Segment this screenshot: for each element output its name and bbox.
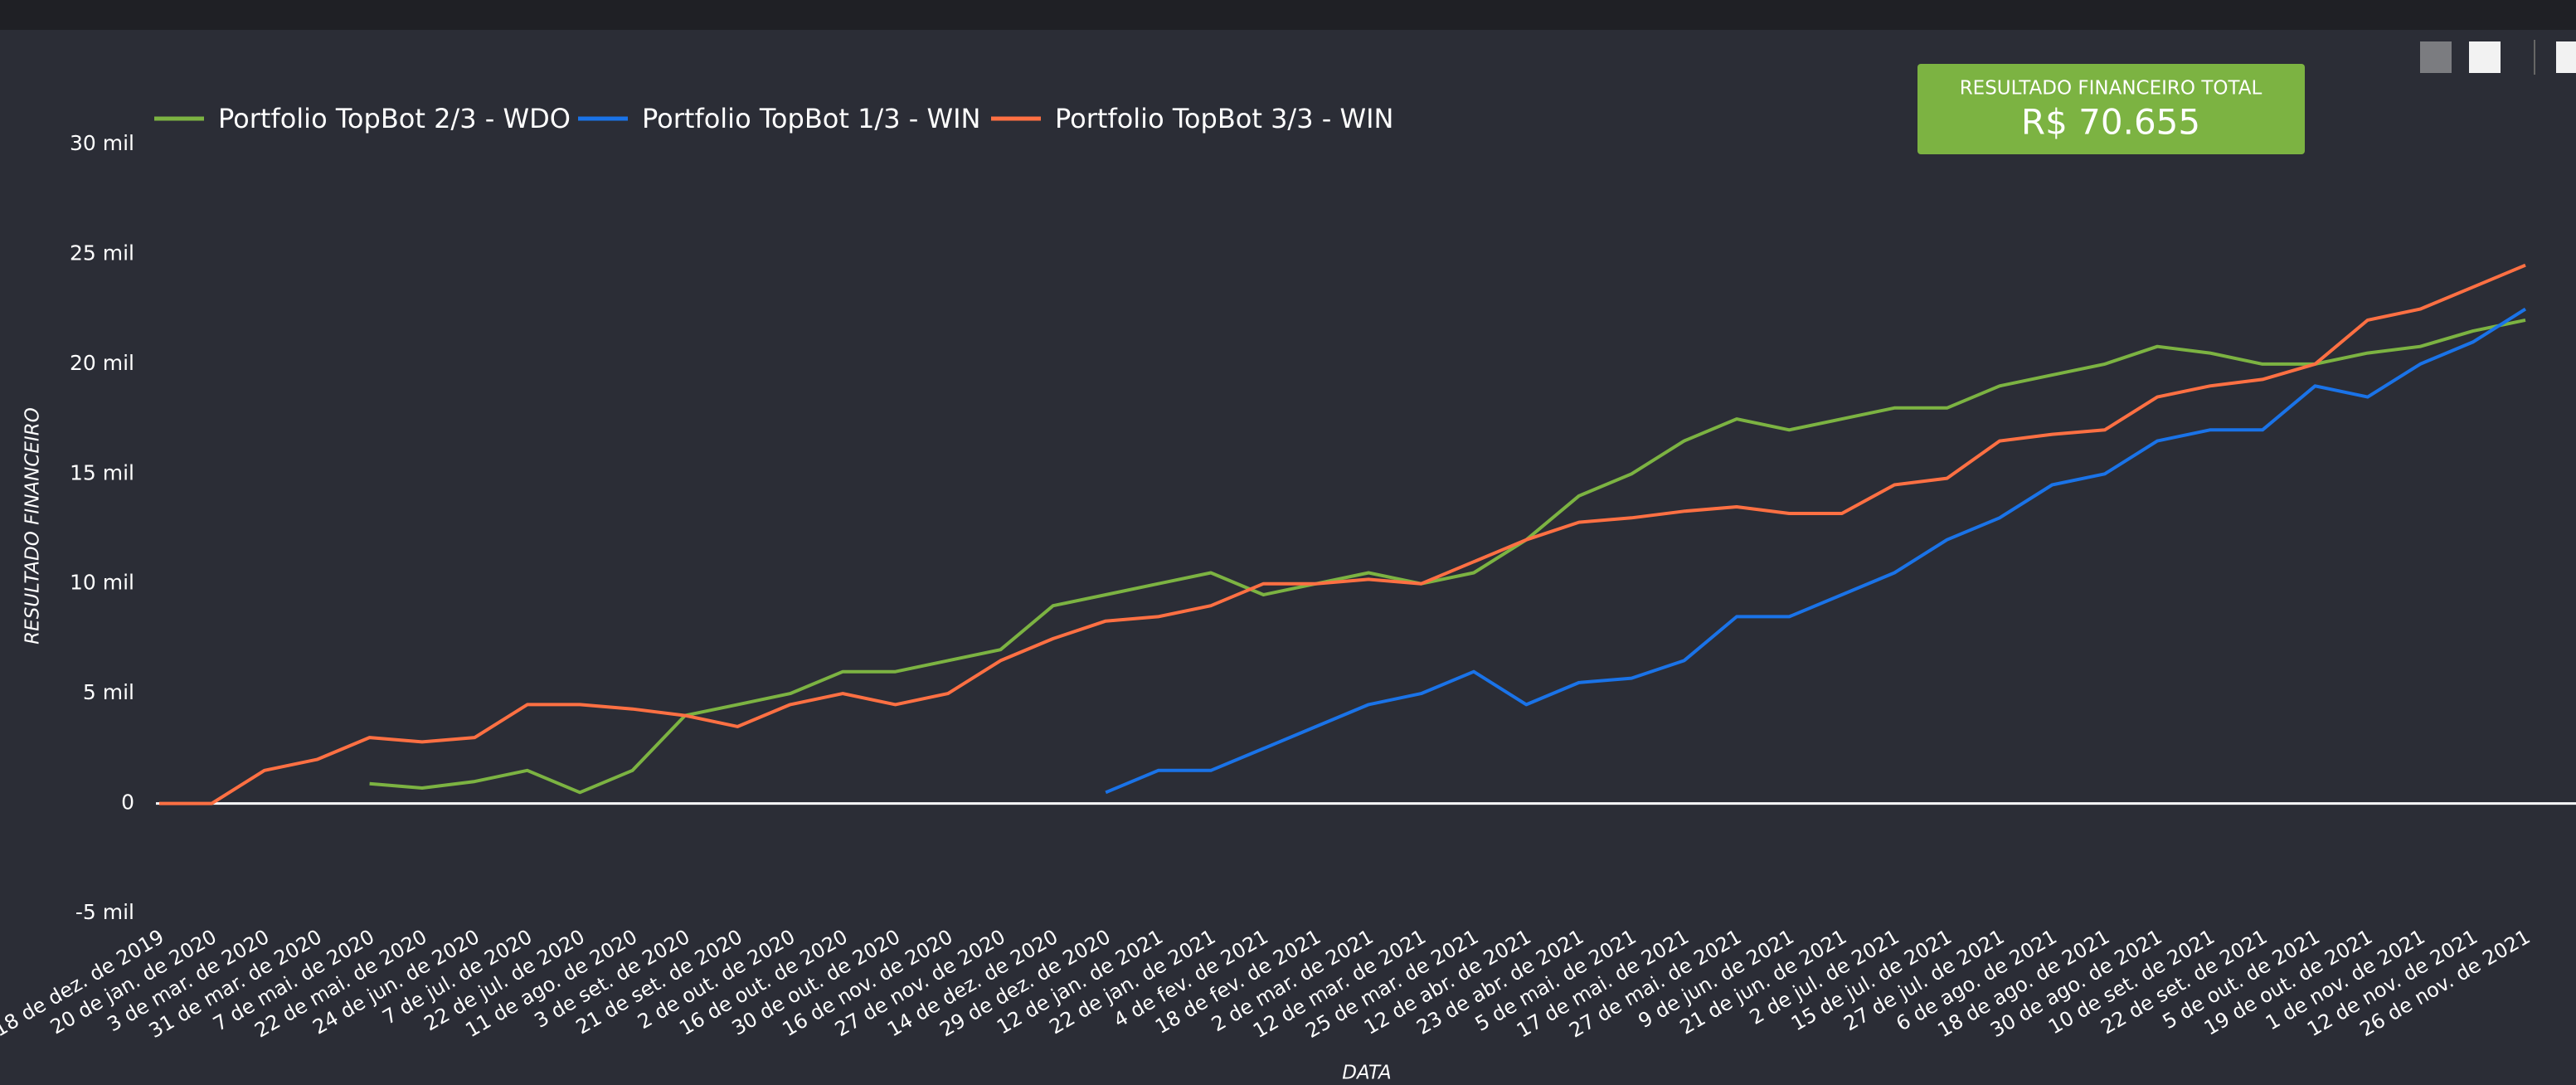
y-tick-label: 0 bbox=[121, 791, 134, 815]
x-axis-title: DATA bbox=[1342, 1063, 1391, 1084]
y-tick-label: 10 mil bbox=[70, 571, 134, 595]
series-line bbox=[1105, 307, 2527, 795]
toolbar-button[interactable] bbox=[2420, 41, 2452, 73]
top-bar bbox=[0, 0, 2576, 30]
kpi-box bbox=[1917, 64, 2305, 154]
y-tick-label: 5 mil bbox=[83, 680, 134, 704]
series-line bbox=[159, 263, 2526, 805]
toolbar-button[interactable] bbox=[2469, 41, 2501, 73]
kpi-label: RESULTADO FINANCEIRO TOTAL bbox=[1960, 78, 2263, 100]
toolbar-button[interactable] bbox=[2556, 41, 2576, 73]
y-tick-label: 20 mil bbox=[70, 351, 134, 375]
y-tick-label: 15 mil bbox=[70, 460, 134, 484]
kpi-value: R$ 70.655 bbox=[2021, 102, 2200, 143]
legend-label: Portfolio TopBot 2/3 - WDO bbox=[218, 103, 571, 134]
plot: -5 mil 0 5 mil 10 mil 15 mil 20 mil 25 mil 30 m… bbox=[0, 103, 2576, 1043]
y-tick-label: 25 mil bbox=[70, 241, 134, 265]
legend-label: Portfolio TopBot 3/3 - WIN bbox=[1055, 103, 1393, 134]
legend-label: Portfolio TopBot 1/3 - WIN bbox=[642, 103, 980, 134]
y-axis-title: RESULTADO FINANCEIRO bbox=[22, 407, 44, 645]
series-line bbox=[369, 318, 2526, 795]
y-tick-label: -5 mil bbox=[75, 900, 134, 924]
y-tick-label: 30 mil bbox=[70, 131, 134, 155]
